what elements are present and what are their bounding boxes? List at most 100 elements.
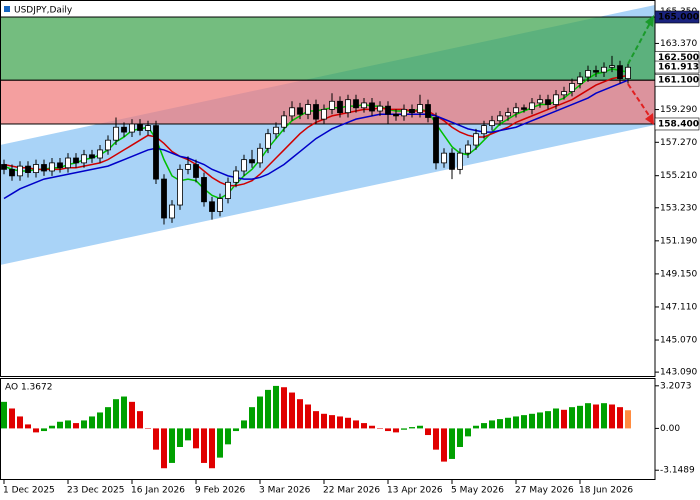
candle-body — [217, 198, 223, 212]
candle-body — [185, 164, 191, 170]
candle-body — [81, 154, 87, 164]
up-arrow-head — [645, 15, 654, 27]
ao-bar — [177, 428, 183, 447]
candle-body — [385, 105, 391, 115]
ao-bar — [529, 413, 535, 429]
axes: 165.350163.370159.290157.270155.210153.2… — [3, 7, 700, 496]
candle-body — [249, 159, 255, 164]
ao-bar — [209, 428, 215, 469]
candle-body — [529, 102, 535, 110]
candle-body — [353, 99, 359, 109]
ao-bar — [153, 428, 159, 450]
candle-body — [329, 100, 335, 110]
candle-body — [625, 66, 631, 80]
x-tick-label: 22 Mar 2026 — [323, 486, 380, 496]
ao-panel — [1, 385, 631, 469]
ao-bar — [89, 416, 95, 429]
level-box — [654, 10, 700, 24]
y-tick-label: 155.210 — [660, 171, 697, 181]
ao-bar — [33, 428, 39, 433]
ao-bar — [305, 404, 311, 429]
ao-bar — [201, 428, 207, 463]
candle-body — [481, 125, 487, 135]
ao-bar — [105, 407, 111, 429]
y-tick-label: 149.150 — [660, 269, 697, 279]
ao-bar — [593, 404, 599, 429]
candle-body — [129, 123, 135, 133]
candle-body — [609, 65, 615, 68]
x-tick-label: 1 Dec 2025 — [3, 486, 55, 496]
candle-body — [33, 164, 39, 174]
ao-bar — [553, 408, 559, 429]
x-tick-label: 23 Dec 2025 — [67, 486, 125, 496]
ao-bar — [321, 413, 327, 429]
candle-body — [361, 102, 367, 109]
level-label: 162.500 — [658, 53, 699, 63]
ao-bar — [73, 423, 79, 429]
candle-body — [177, 168, 183, 206]
ao-bar — [313, 411, 319, 429]
y-tick-label: 157.270 — [660, 138, 697, 148]
ao-bar — [17, 416, 23, 429]
level-label: 165.000 — [658, 13, 699, 23]
x-tick-label: 27 May 2026 — [515, 486, 574, 496]
candle-body — [561, 91, 567, 96]
ao-bar — [545, 411, 551, 429]
candle-body — [321, 108, 327, 120]
y-tick-label: 163.370 — [660, 39, 697, 49]
ao-bar — [97, 412, 103, 429]
ao-bar — [273, 385, 279, 429]
ao-bar — [9, 408, 15, 429]
ao-bar — [25, 424, 31, 429]
ao-tick-label: 3.2073 — [660, 381, 692, 391]
candle-body — [257, 147, 263, 164]
candle-body — [281, 115, 287, 128]
candle-body — [593, 70, 599, 73]
candle-body — [545, 99, 551, 105]
ao-bar — [241, 420, 247, 429]
candle-body — [513, 107, 519, 114]
ao-bar — [569, 407, 575, 429]
candle-body — [137, 123, 143, 131]
ao-bar — [393, 428, 399, 433]
candle-body — [113, 126, 119, 141]
x-tick-label: 13 Apr 2026 — [387, 486, 443, 496]
ao-bar — [433, 428, 439, 450]
level-box — [654, 117, 700, 131]
ao-bar — [465, 428, 471, 437]
candle-body — [89, 154, 95, 159]
candle-body — [297, 107, 303, 115]
candle-body — [345, 99, 351, 114]
x-tick-label: 16 Jan 2026 — [131, 486, 185, 496]
candle-body — [65, 157, 71, 169]
ao-bar — [577, 405, 583, 429]
ao-bar — [185, 428, 191, 441]
ao-bar — [145, 428, 151, 429]
ao-bar — [601, 403, 607, 429]
zones — [0, 16, 655, 125]
candle-body — [209, 201, 215, 212]
level-box — [654, 73, 700, 87]
ao-bar — [49, 425, 55, 429]
ao-bar — [129, 401, 135, 429]
ao-bar — [57, 421, 63, 429]
ao-bar — [345, 417, 351, 429]
y-tick-label: 143.090 — [660, 368, 697, 378]
down-arrow — [627, 83, 651, 118]
candle-body — [337, 100, 343, 114]
ao-bar — [289, 392, 295, 429]
level-box — [654, 60, 700, 74]
ao-bar — [417, 425, 423, 429]
candle-body — [377, 105, 383, 112]
ao-tick-label: -3.1489 — [660, 466, 695, 476]
ao-bar — [561, 409, 567, 429]
candle-body — [153, 125, 159, 180]
candle-body — [201, 177, 207, 203]
plot-area — [0, 5, 655, 265]
ao-bar — [377, 428, 383, 429]
candle-body — [601, 66, 607, 73]
candle-body — [505, 112, 511, 117]
candle-body — [17, 165, 23, 177]
y-tick-label: 159.290 — [660, 105, 697, 115]
